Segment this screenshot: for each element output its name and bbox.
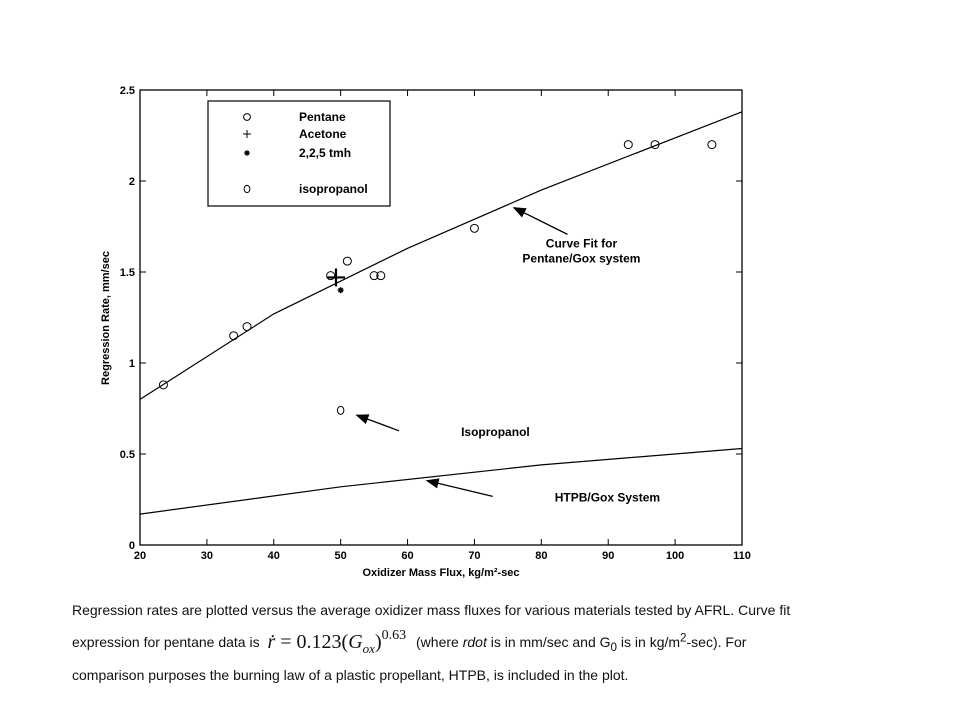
legend-label: Pentane bbox=[299, 110, 346, 124]
y-tick-label: 1.5 bbox=[120, 267, 135, 279]
series-line bbox=[139, 111, 743, 400]
data-point bbox=[369, 271, 379, 281]
annotation-text: Isopropanol bbox=[461, 425, 530, 439]
caption-units-d: -sec). For bbox=[686, 634, 747, 650]
x-tick-label: 80 bbox=[535, 550, 547, 562]
annotation-arrow bbox=[355, 414, 400, 432]
legend: Pentane Acetone 2,2,5 tmh isopropanol bbox=[207, 100, 391, 207]
y-tick-label: 1 bbox=[129, 358, 135, 370]
annotation-text: Curve Fit for bbox=[546, 236, 618, 250]
formula-eq: = 0.123( bbox=[275, 631, 349, 653]
legend-label: 2,2,5 tmh bbox=[299, 146, 351, 160]
y-tick-label: 2 bbox=[129, 176, 135, 188]
regression-rate-chart: 20 30 40 50 60 70 80 90 100 110 0 0.5 1 1.5 2 2.5 Curv… bbox=[100, 85, 751, 579]
annotation-arrow bbox=[425, 478, 493, 497]
annotation-text: HTPB/Gox System bbox=[555, 490, 660, 504]
data-point bbox=[158, 380, 168, 390]
y-tick-labels: 0 0.5 1 1.5 2 2.5 bbox=[120, 85, 135, 552]
x-tick-label: 90 bbox=[602, 550, 614, 562]
legend-marker bbox=[243, 130, 251, 138]
data-point bbox=[326, 271, 336, 281]
x-tick-label: 60 bbox=[401, 550, 413, 562]
data-point bbox=[337, 287, 344, 294]
data-point bbox=[336, 405, 345, 415]
caption-m-sup: 2 bbox=[680, 631, 687, 645]
y-tick-label: 0 bbox=[129, 540, 135, 552]
caption-line-3: comparison purposes the burning law of a… bbox=[72, 667, 629, 683]
data-point bbox=[242, 322, 252, 332]
data-point bbox=[623, 140, 633, 150]
y-tick-label: 0.5 bbox=[120, 449, 135, 461]
x-tick-label: 50 bbox=[335, 550, 347, 562]
figure-caption: Regression rates are plotted versus the … bbox=[72, 597, 932, 688]
plot-frame bbox=[139, 89, 743, 546]
caption-units-a: (where bbox=[416, 634, 463, 650]
data-point bbox=[469, 223, 479, 233]
data-points bbox=[158, 140, 717, 415]
x-tick-labels: 20 30 40 50 60 70 80 90 100 110 bbox=[134, 550, 751, 562]
x-tick-label: 20 bbox=[134, 550, 146, 562]
series-line bbox=[139, 447, 743, 515]
y-tick-label: 2.5 bbox=[120, 85, 135, 97]
caption-line-1: Regression rates are plotted versus the … bbox=[72, 602, 791, 618]
formula-close: ) bbox=[374, 631, 382, 653]
formula-g: G bbox=[348, 631, 363, 653]
legend-marker bbox=[244, 150, 250, 156]
data-point bbox=[707, 140, 717, 150]
formula-exponent: 0.63 bbox=[381, 628, 407, 643]
axis-ticks bbox=[139, 89, 743, 546]
data-point bbox=[229, 331, 239, 341]
legend-marker bbox=[243, 113, 251, 121]
legend-label: isopropanol bbox=[299, 182, 368, 196]
data-point bbox=[342, 256, 352, 266]
x-axis-label: Oxidizer Mass Flux, kg/m²-sec bbox=[362, 567, 519, 579]
y-axis-label: Regression Rate, mm/sec bbox=[100, 251, 112, 385]
caption-line-2: expression for pentane data is ṙ = 0.123… bbox=[72, 623, 932, 662]
caption-g-sub: 0 bbox=[610, 640, 618, 654]
annotation-arrow bbox=[512, 207, 568, 235]
caption-units-b: is in mm/sec and G bbox=[486, 634, 611, 650]
curve-fit-formula: ṙ = 0.123(Gox)0.63 bbox=[267, 628, 407, 656]
fit-lines bbox=[139, 111, 743, 515]
formula-sub: ox bbox=[362, 641, 375, 656]
data-point bbox=[376, 271, 386, 281]
x-tick-label: 40 bbox=[268, 550, 280, 562]
x-tick-label: 100 bbox=[666, 550, 684, 562]
x-tick-label: 70 bbox=[468, 550, 480, 562]
formula-lhs: ṙ bbox=[267, 631, 276, 653]
legend-label: Acetone bbox=[299, 127, 347, 141]
data-point bbox=[326, 268, 345, 287]
legend-box bbox=[207, 100, 391, 207]
x-tick-label: 110 bbox=[733, 550, 751, 562]
caption-units-c: is in kg/m bbox=[617, 634, 681, 650]
data-point bbox=[650, 140, 660, 150]
caption-rdot: rdot bbox=[462, 634, 487, 650]
annotation-text: Pentane/Gox system bbox=[522, 251, 640, 265]
caption-line-2-prefix: expression for pentane data is bbox=[72, 634, 260, 650]
legend-marker bbox=[243, 184, 251, 194]
x-tick-label: 30 bbox=[201, 550, 213, 562]
